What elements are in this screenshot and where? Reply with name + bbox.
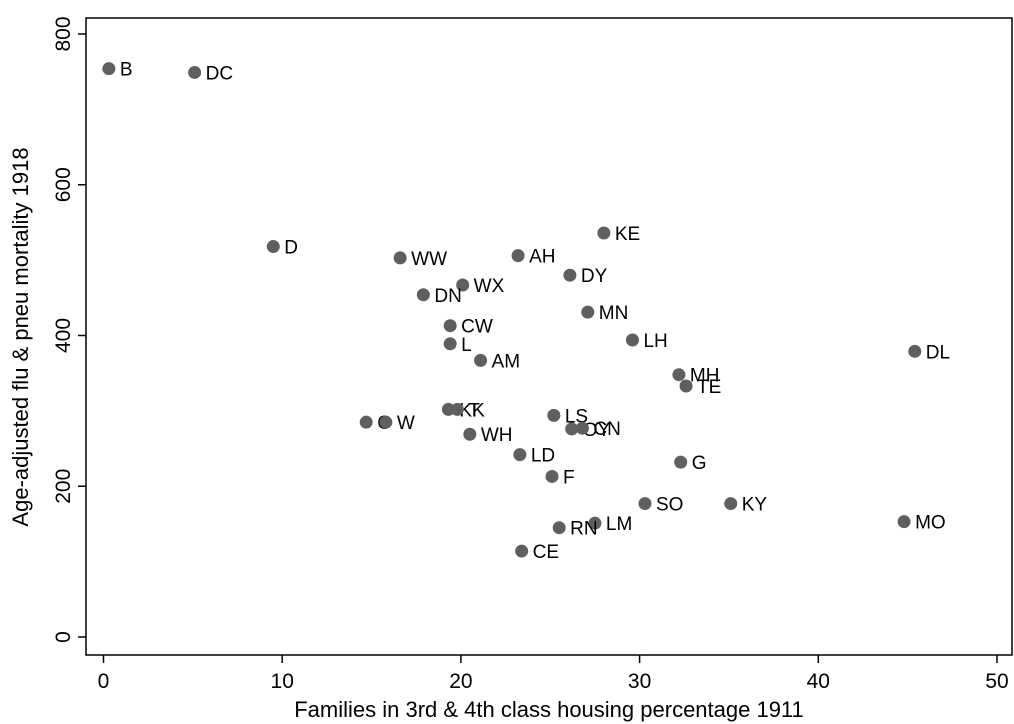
y-tick-label: 0 — [52, 631, 75, 643]
x-axis: 0 10 20 30 40 50 — [98, 655, 1009, 693]
point-label: DC — [206, 63, 233, 84]
point-label: L — [461, 335, 472, 356]
data-point — [515, 544, 529, 558]
point-label: B — [120, 60, 133, 81]
point-label: DN — [434, 286, 461, 307]
data-point — [416, 288, 430, 302]
point-label: DL — [926, 342, 950, 363]
point-label: F — [563, 467, 575, 488]
y-tick-label: 800 — [52, 16, 75, 51]
x-tick-label: 0 — [98, 670, 110, 693]
data-point — [450, 402, 464, 416]
data-points: BDCDWWAHKEDYWXDNMNCWLHLDLAMMHTEKKTLSCWOY… — [102, 60, 950, 563]
plot-frame — [85, 17, 1013, 656]
data-point — [545, 469, 559, 483]
point-label: KE — [615, 224, 640, 245]
data-point — [588, 516, 602, 530]
point-label: AM — [492, 351, 521, 372]
data-point — [393, 251, 407, 265]
point-label: LD — [531, 446, 555, 467]
data-point — [597, 226, 611, 240]
point-label: MH — [690, 366, 720, 387]
point-label: LM — [606, 514, 632, 535]
data-point — [379, 415, 393, 429]
point-label: KY — [742, 495, 768, 516]
data-point — [674, 455, 688, 469]
point-label: W — [397, 413, 415, 434]
y-axis: 0 200 400 600 800 — [52, 16, 86, 643]
point-label: AH — [529, 247, 555, 268]
y-tick-label: 200 — [52, 469, 75, 504]
data-point — [581, 305, 595, 319]
data-point — [266, 240, 280, 254]
data-point — [474, 353, 488, 367]
x-tick-label: 30 — [628, 670, 651, 693]
data-point — [102, 62, 116, 76]
y-axis-label: Age-adjusted flu & pneu mortality 1918 — [8, 147, 33, 526]
point-label: DY — [581, 266, 608, 287]
data-point — [441, 402, 455, 416]
data-point — [513, 448, 527, 462]
x-tick-label: 10 — [271, 670, 294, 693]
point-label: WW — [411, 249, 447, 270]
data-point — [443, 319, 457, 333]
point-label: TE — [697, 377, 721, 398]
point-label: SO — [656, 495, 683, 516]
point-label: KK — [459, 400, 485, 421]
data-point — [552, 521, 566, 535]
data-point — [563, 268, 577, 282]
data-point — [511, 249, 525, 263]
point-label: CW — [461, 317, 493, 338]
data-point — [565, 422, 579, 436]
point-label: CE — [533, 542, 559, 563]
data-point — [897, 515, 911, 529]
y-tick-label: 600 — [52, 167, 75, 202]
x-tick-label: 40 — [807, 670, 830, 693]
data-point — [625, 333, 639, 347]
data-point — [575, 421, 589, 435]
point-label: D — [284, 238, 298, 259]
data-point — [679, 379, 693, 393]
point-label: LH — [643, 331, 667, 352]
point-label: RN — [570, 519, 597, 540]
point-label: CN — [593, 419, 620, 440]
data-point — [463, 427, 477, 441]
data-point — [638, 497, 652, 511]
x-tick-label: 50 — [985, 670, 1008, 693]
point-label: MO — [915, 513, 946, 534]
point-label: WH — [481, 425, 513, 446]
point-label: T — [468, 400, 480, 421]
data-point — [724, 497, 738, 511]
point-label: OY — [583, 420, 611, 441]
data-point — [456, 278, 470, 292]
data-point — [672, 368, 686, 382]
x-tick-label: 20 — [449, 670, 472, 693]
data-point — [908, 344, 922, 358]
point-label: G — [692, 453, 707, 474]
point-label: WX — [474, 276, 505, 297]
data-point — [188, 65, 202, 79]
data-point — [547, 408, 561, 422]
point-label: MN — [599, 303, 629, 324]
x-axis-label: Families in 3rd & 4th class housing perc… — [294, 697, 804, 722]
data-point — [359, 415, 373, 429]
data-point — [443, 337, 457, 351]
y-tick-label: 400 — [52, 318, 75, 353]
